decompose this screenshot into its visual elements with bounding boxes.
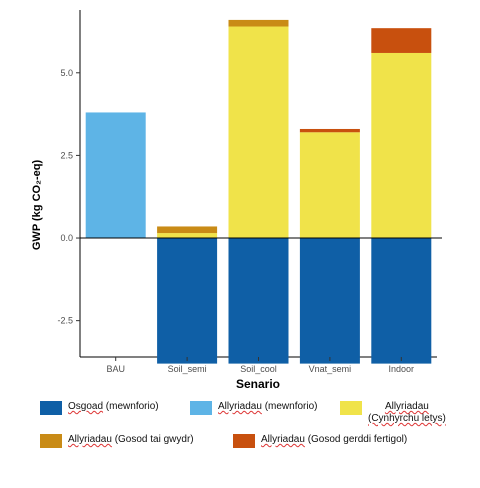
- x-tick-label: Soil_cool: [240, 364, 277, 374]
- bar-soil-cool-series-3: [228, 19, 289, 27]
- y-tick-label: 5.0: [60, 68, 73, 78]
- legend-label-word: Allyriadau: [384, 401, 429, 412]
- legend-item-allyriadau-gosod-gerddi-fertigol: Allyriadau (Gosod gerddi fertigol): [233, 434, 407, 448]
- legend-label-detail: (mewnforio): [103, 401, 159, 412]
- chart: GWP (kg CO₂-eq) Senario -2.5 0.0 2.5 5.0 BAU…: [31, 10, 442, 391]
- bar-soil-cool-series-2: [228, 26, 289, 239]
- bar-bau-series-1: [85, 112, 146, 239]
- y-tick-label: 2.5: [60, 150, 73, 160]
- bar-soil-semi-series-3: [157, 226, 218, 234]
- legend-label: Allyriadau (mewnforio): [218, 401, 318, 413]
- legend-label-detail: (Gosod tai gwydr): [111, 434, 194, 445]
- legend-swatch: [190, 401, 212, 415]
- legend-label-word: Allyriadau: [261, 434, 305, 445]
- bar-soil-cool-series-0: [228, 238, 289, 364]
- legend-label-detail: (Gosod gerddi fertigol): [304, 434, 408, 445]
- legend-swatch: [233, 434, 255, 448]
- x-axis-title: Senario: [236, 377, 280, 391]
- x-tick-label: BAU: [106, 364, 125, 374]
- legend-item-allyriadau-cynhyrchu-letys: Allyriadau (Cynhyrchu letys): [340, 401, 446, 425]
- bar-soil-semi-series-2: [157, 233, 218, 239]
- bar-indoor-series-2: [371, 52, 432, 239]
- bar-vnat-semi-series-2: [299, 132, 360, 239]
- y-tick-label: 0.0: [60, 233, 73, 243]
- bar-indoor-series-0: [371, 238, 432, 364]
- y-axis-title: GWP (kg CO₂-eq): [31, 160, 43, 251]
- y-tick-label: -2.5: [57, 316, 73, 326]
- x-tick-label: Indoor: [389, 364, 415, 374]
- legend-label-detail: (mewnforio): [261, 401, 318, 412]
- legend-item-allyriadau-mewnforio: Allyriadau (mewnforio): [190, 401, 318, 415]
- legend-swatch: [40, 401, 62, 415]
- legend-label-word: Allyriadau: [68, 434, 112, 445]
- bar-vnat-semi-series-4: [299, 128, 360, 133]
- legend-label: Osgoad (mewnforio): [68, 401, 159, 413]
- legend-label: Allyriadau (Gosod gerddi fertigol): [261, 434, 407, 446]
- legend-label-detail: (Cynhyrchu letys): [368, 413, 446, 424]
- legend-label-word: Osgoad: [68, 401, 104, 412]
- legend-item-allyriadau-gosod-tai-gwydr: Allyriadau (Gosod tai gwydr): [40, 434, 194, 448]
- x-tick-label: Soil_semi: [168, 364, 207, 374]
- bar-soil-semi-series-0: [157, 238, 218, 364]
- legend-swatch: [40, 434, 62, 448]
- legend-swatch: [340, 401, 362, 415]
- bar-vnat-semi-series-0: [299, 238, 360, 364]
- x-tick-label: Vnat_semi: [309, 364, 352, 374]
- legend-item-osgoad-mewnforio: Osgoad (mewnforio): [40, 401, 159, 415]
- plot-area: -2.5 0.0 2.5 5.0 BAU Soil_semi Soil_cool Vnat_s…: [57, 10, 442, 374]
- bar-indoor-series-4: [371, 28, 432, 53]
- legend-label: Allyriadau (Gosod tai gwydr): [68, 434, 194, 446]
- legend-label-word: Allyriadau: [218, 401, 262, 412]
- legend-label: Allyriadau (Cynhyrchu letys): [368, 401, 446, 425]
